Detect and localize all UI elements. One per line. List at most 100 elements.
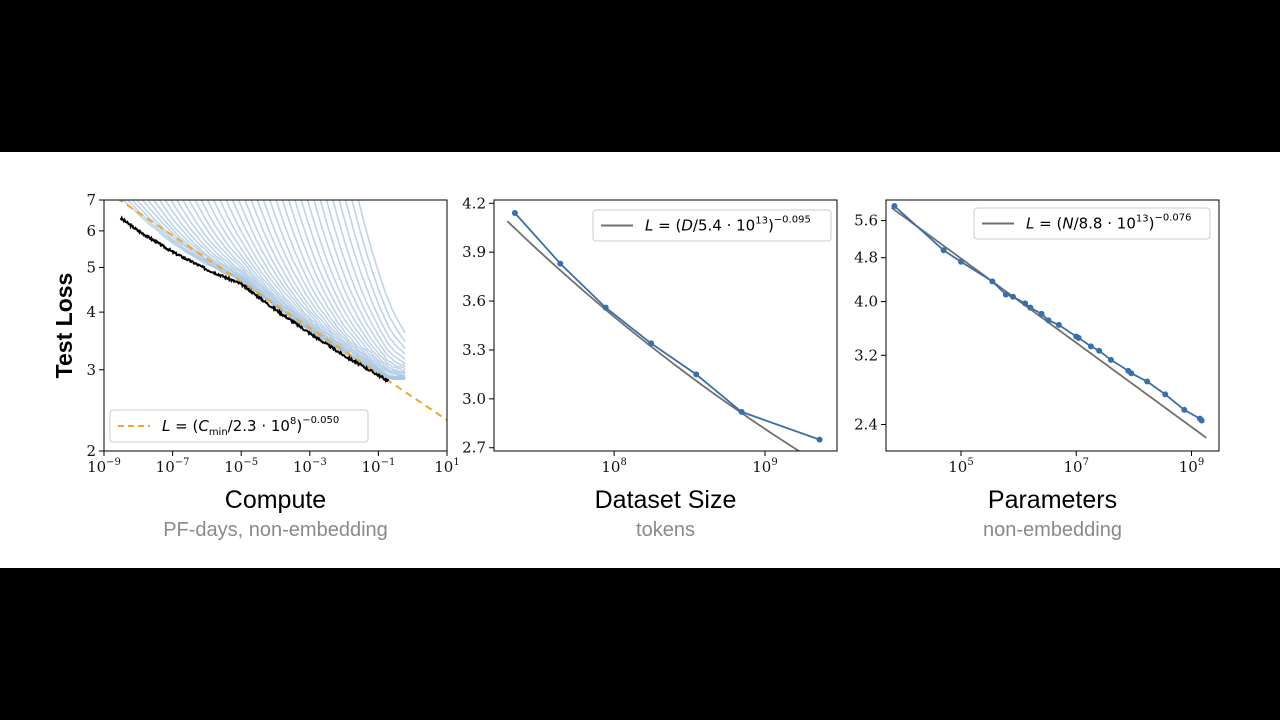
legend-label: L = (Cmin/2.3 · 108)−0.050 — [162, 415, 339, 438]
y-tick-label: 2 — [86, 442, 96, 460]
x-tick-label: 109 — [1179, 457, 1204, 476]
data-point — [602, 304, 609, 311]
learning-curve — [294, 200, 406, 374]
x-tick-label: 105 — [948, 457, 973, 476]
y-tick-label: 4.8 — [854, 249, 878, 267]
data-point — [1027, 304, 1034, 311]
data-point — [1010, 293, 1017, 300]
y-tick-label: 6 — [86, 222, 96, 240]
plot-area — [890, 202, 1207, 439]
data-point — [1075, 334, 1082, 341]
plot-frame — [885, 199, 1220, 452]
y-tick-label: 5 — [86, 258, 96, 276]
learning-curve — [244, 200, 406, 380]
y-tick-label: 5.6 — [854, 212, 878, 230]
legend-label: L = (N/8.8 · 1013)−0.076 — [1026, 213, 1191, 233]
data-point — [1144, 378, 1151, 385]
learning-curve — [256, 200, 406, 379]
learning-curve — [344, 200, 406, 350]
data-point — [957, 258, 964, 265]
learning-curve — [275, 200, 380, 368]
x-axis-subtitle: PF-days, non-embedding — [163, 519, 388, 541]
y-tick-label: 3.9 — [462, 243, 486, 261]
learning-curve — [231, 200, 351, 354]
chart-compute: 2 3 4 5 6 7 10−9 10−7 10−5 10−3 10−1 101 Compute PF-d… — [51, 191, 460, 541]
data-point — [816, 436, 823, 443]
data-point — [1045, 317, 1052, 324]
y-tick-label: 7 — [86, 191, 96, 209]
x-tick-label: 10−3 — [293, 457, 327, 476]
x-tick-label: 107 — [1064, 457, 1089, 476]
data-point — [511, 210, 518, 217]
x-tick-label: 109 — [752, 457, 777, 476]
chart-parameters: 2.4 3.2 4.0 4.8 5.6 105 107 109 Parameters non-em… — [854, 199, 1220, 541]
compute-frontier — [119, 215, 390, 384]
x-axis-title: Parameters — [988, 486, 1117, 514]
x-tick-label: 101 — [434, 457, 459, 476]
y-tick-label: 4 — [86, 303, 96, 321]
data-point — [1162, 391, 1169, 398]
y-tick-label: 2.7 — [462, 439, 486, 457]
legend-box — [109, 409, 369, 443]
learning-curve — [357, 200, 406, 334]
data-point — [1107, 356, 1114, 363]
learning-curve — [306, 200, 406, 372]
x-axis-subtitle: non-embedding — [983, 519, 1122, 541]
legend-box — [592, 209, 832, 242]
data-point — [1198, 417, 1205, 424]
legend-box — [973, 207, 1211, 240]
data-point — [738, 408, 745, 415]
learning-curve — [182, 200, 282, 308]
x-tick-label: 108 — [601, 457, 626, 476]
data-point — [1128, 370, 1135, 377]
figure: 2 3 4 5 6 7 10−9 10−7 10−5 10−3 10−1 101 Compute PF-d… — [51, 191, 1220, 541]
learning-curve — [269, 200, 406, 378]
data-point — [1055, 321, 1062, 328]
x-tick-label: 10−9 — [87, 457, 121, 476]
data-point — [1087, 343, 1094, 350]
y-tick-label: 3.3 — [462, 341, 486, 359]
y-tick-label: 3.0 — [462, 390, 486, 408]
x-tick-label: 10−5 — [224, 457, 258, 476]
y-tick-label: 4.2 — [462, 194, 486, 212]
plot-area — [506, 210, 823, 451]
learning-curve — [281, 200, 406, 377]
data-point — [1038, 310, 1045, 317]
figure-panel: 2 3 4 5 6 7 10−9 10−7 10−5 10−3 10−1 101 Compute PF-d… — [0, 152, 1280, 568]
learning-curve — [338, 200, 406, 355]
fit-line — [506, 220, 801, 451]
data-point — [557, 260, 564, 267]
data-point — [1022, 300, 1029, 307]
data-point — [648, 340, 655, 347]
learning-curve — [332, 200, 406, 360]
y-tick-label: 4.0 — [854, 293, 878, 311]
learning-curve — [313, 200, 406, 370]
fit-line — [117, 200, 447, 421]
x-axis-title: Dataset Size — [595, 486, 737, 514]
x-tick-label: 10−7 — [156, 457, 190, 476]
legend-label: L = (D/5.4 · 1013)−0.095 — [645, 215, 811, 235]
learning-curve — [325, 200, 406, 365]
learning-curve — [300, 200, 406, 374]
learning-curve — [212, 200, 340, 349]
x-axis-title: Compute — [225, 486, 326, 514]
learning-curve — [287, 200, 406, 377]
plot-area — [117, 200, 447, 421]
data-point — [989, 278, 996, 285]
learning-curve — [351, 200, 406, 343]
data-point — [891, 202, 898, 209]
data-line — [514, 212, 820, 441]
learning-curve — [237, 200, 351, 353]
learning-curve — [194, 200, 311, 330]
x-tick-label: 10−1 — [361, 457, 395, 476]
plot-frame — [493, 199, 838, 452]
plot-frame — [103, 199, 448, 452]
chart-dataset-size: 2.7 3.0 3.3 3.6 3.9 4.2 108 109 Dataset Size toke… — [462, 194, 838, 541]
y-tick-label: 2.4 — [854, 416, 878, 434]
y-axis-title: Test Loss — [51, 273, 77, 379]
data-point — [1181, 406, 1188, 413]
data-point — [1096, 347, 1103, 354]
data-point — [940, 247, 947, 254]
data-point — [693, 371, 700, 378]
x-axis-subtitle: tokens — [636, 519, 695, 541]
